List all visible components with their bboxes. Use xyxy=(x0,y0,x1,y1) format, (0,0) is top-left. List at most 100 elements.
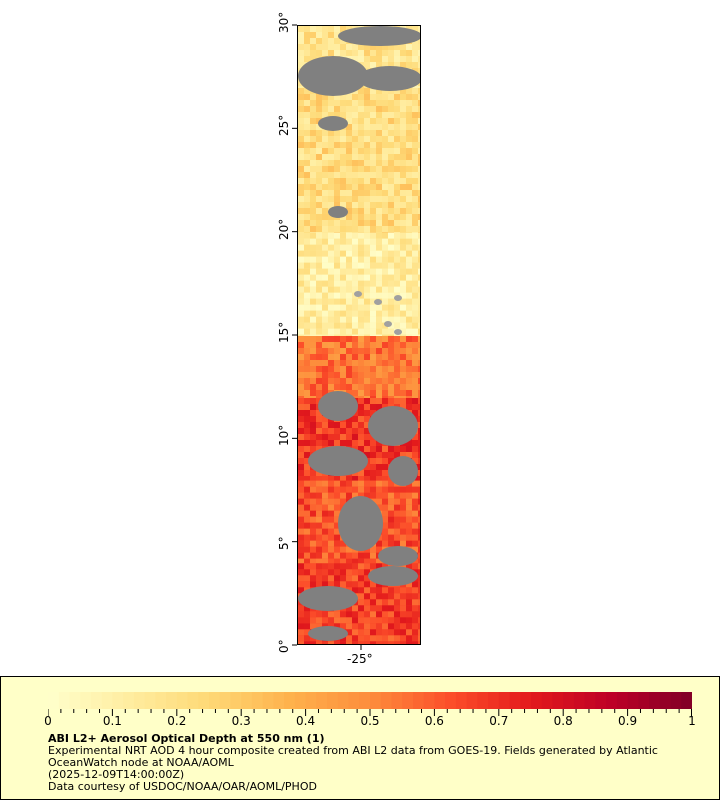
aod-cell xyxy=(370,112,376,118)
aod-cell xyxy=(358,250,364,257)
aod-cell xyxy=(322,440,328,446)
aod-cell xyxy=(322,32,328,38)
no-data-patch xyxy=(318,391,358,421)
aod-cell xyxy=(346,202,352,208)
aod-cell xyxy=(322,384,328,390)
aod-cell xyxy=(352,354,358,360)
aod-cell xyxy=(346,366,352,372)
aod-cell xyxy=(304,172,310,178)
aod-cell xyxy=(346,492,352,499)
aod-cell xyxy=(328,268,334,275)
aod-cell xyxy=(382,593,388,600)
aod-cell xyxy=(376,160,382,166)
aod-cell xyxy=(394,62,400,68)
aod-cell xyxy=(418,486,420,493)
aod-cell xyxy=(322,540,328,547)
aod-cell xyxy=(406,94,412,100)
colorbar-swatch xyxy=(144,692,156,709)
aod-cell xyxy=(334,202,340,208)
aod-cell xyxy=(382,390,388,396)
aod-cell xyxy=(412,44,418,50)
no-data-patch xyxy=(388,456,418,486)
aod-cell xyxy=(376,244,382,251)
aod-cell xyxy=(376,88,382,94)
aod-cell xyxy=(328,360,334,366)
aod-cell xyxy=(382,244,388,251)
aod-cell xyxy=(412,534,418,541)
colorbar-swatch xyxy=(552,692,564,709)
aod-cell xyxy=(382,256,388,263)
map-axes xyxy=(292,24,362,650)
aod-cell xyxy=(298,458,304,464)
aod-cell xyxy=(394,142,400,148)
aod-cell xyxy=(400,190,406,196)
aod-cell xyxy=(364,112,370,118)
aod-cell xyxy=(406,130,412,136)
aod-cell xyxy=(328,166,334,172)
aod-cell xyxy=(334,342,340,348)
aod-cell xyxy=(298,268,304,275)
aod-cell xyxy=(316,112,322,118)
aod-cell xyxy=(400,62,406,68)
aod-cell xyxy=(304,498,310,505)
aod-cell xyxy=(418,581,420,588)
aod-cell xyxy=(370,328,376,335)
aod-cell xyxy=(358,100,364,106)
aod-cell xyxy=(358,286,364,293)
aod-cell xyxy=(418,142,420,148)
aod-cell xyxy=(322,422,328,428)
aod-cell xyxy=(304,360,310,366)
aod-cell xyxy=(394,366,400,372)
aod-cell xyxy=(382,50,388,56)
aod-cell xyxy=(316,136,322,142)
aod-cell xyxy=(316,617,322,624)
aod-cell xyxy=(364,480,370,487)
aod-cell xyxy=(370,106,376,112)
aod-cell xyxy=(310,316,316,323)
aod-cell xyxy=(310,166,316,172)
aod-cell xyxy=(316,262,322,269)
aod-cell xyxy=(388,56,394,62)
aod-cell xyxy=(322,322,328,329)
no-data-patch xyxy=(328,206,348,218)
aod-cell xyxy=(388,262,394,269)
aod-cell xyxy=(346,298,352,305)
aod-cell xyxy=(352,635,358,642)
aod-cell xyxy=(370,458,376,464)
aod-cell xyxy=(400,605,406,612)
aod-cell xyxy=(370,196,376,202)
aod-cell xyxy=(304,32,310,38)
aod-cell xyxy=(412,184,418,190)
colorbar-swatch xyxy=(391,692,403,709)
aod-cell xyxy=(370,342,376,348)
aod-cell xyxy=(298,528,304,535)
aod-cell xyxy=(412,390,418,396)
aod-cell xyxy=(388,360,394,366)
aod-cell xyxy=(418,100,420,106)
aod-cell xyxy=(322,428,328,434)
aod-cell xyxy=(328,322,334,329)
aod-cell xyxy=(388,184,394,190)
aod-cell xyxy=(304,540,310,547)
aod-cell xyxy=(406,360,412,366)
aod-cell xyxy=(400,593,406,600)
aod-cell xyxy=(388,617,394,624)
aod-cell xyxy=(382,354,388,360)
aod-cell xyxy=(340,372,346,378)
aod-cell xyxy=(388,492,394,499)
aod-cell xyxy=(382,88,388,94)
aod-cell xyxy=(310,214,316,220)
legend-text: ABI L2+ Aerosol Optical Depth at 550 nm … xyxy=(48,733,698,793)
aod-cell xyxy=(364,256,370,263)
aod-cell xyxy=(346,280,352,287)
aod-cell xyxy=(316,328,322,335)
aod-cell xyxy=(358,178,364,184)
aod-cell xyxy=(352,100,358,106)
aod-cell xyxy=(388,522,394,529)
aod-cell xyxy=(304,130,310,136)
aod-cell xyxy=(376,611,382,618)
aod-cell xyxy=(352,552,358,559)
aod-cell xyxy=(340,623,346,630)
aod-cell xyxy=(412,244,418,251)
aod-cell xyxy=(322,262,328,269)
